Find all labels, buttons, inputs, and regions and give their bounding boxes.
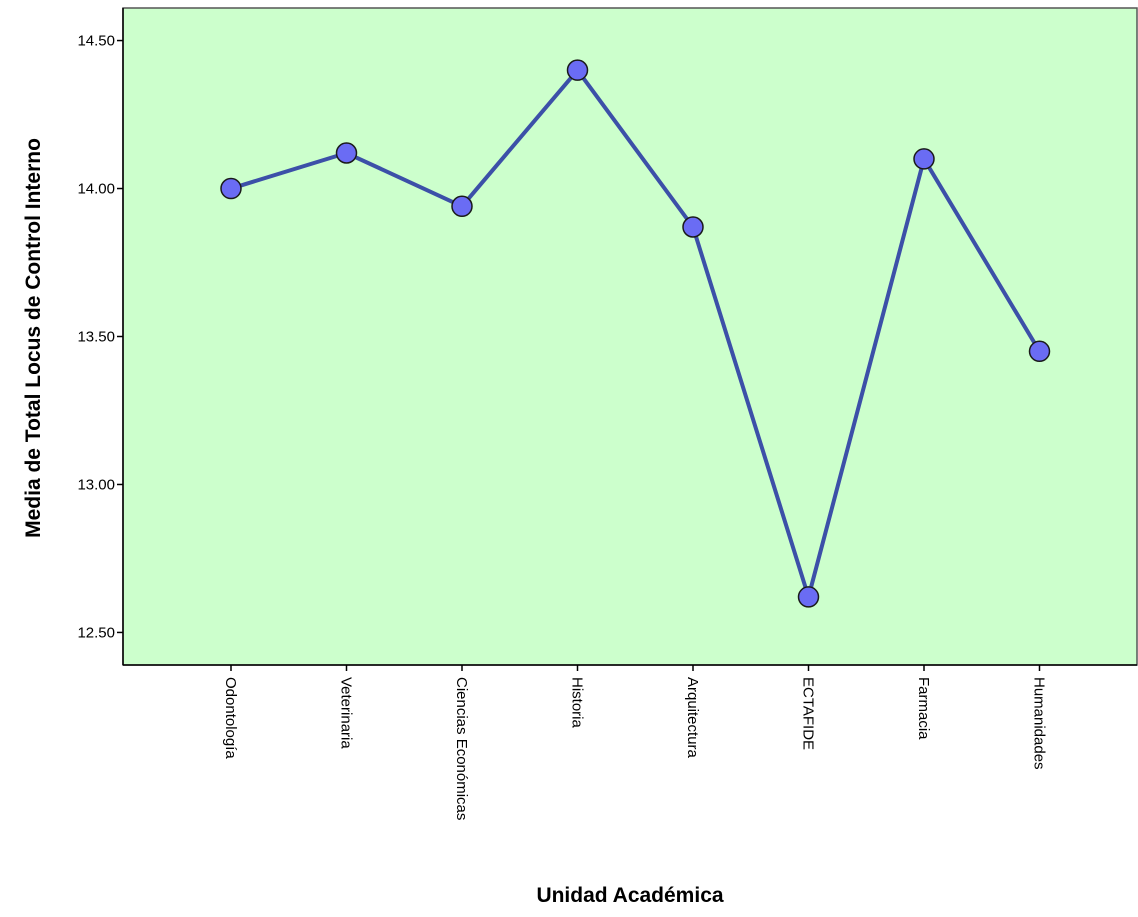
data-point	[913, 148, 935, 170]
x-tick-label: Arquitectura	[684, 677, 701, 759]
x-tick-label: Ciencias Económicas	[453, 677, 470, 820]
data-point	[451, 195, 473, 218]
data-point	[1028, 340, 1051, 363]
y-tick-label: 13.00	[77, 476, 115, 493]
y-tick-label: 13.50	[77, 329, 115, 346]
x-tick-label: Farmacia	[915, 677, 932, 740]
x-tick-label: ECTAFIDE	[800, 677, 817, 750]
y-axis-title: Media de Total Locus de Control Interno	[22, 138, 45, 538]
data-series	[220, 59, 1051, 608]
plot-area	[122, 7, 1138, 666]
x-tick-label: Veterinaria	[338, 677, 355, 749]
x-axis-title: Unidad Académica	[536, 884, 723, 907]
data-point	[220, 177, 242, 200]
x-tick-label: Humanidades	[1031, 677, 1048, 770]
data-point	[797, 586, 820, 608]
y-tick-label: 14.50	[77, 33, 115, 50]
y-tick-label: 14.00	[77, 181, 115, 198]
data-point	[566, 59, 589, 81]
x-tick-label: Historia	[569, 677, 586, 729]
series-line	[230, 68, 1042, 599]
data-point	[682, 216, 704, 238]
x-axis: Odontología Veterinaria Ciencias Económica…	[123, 664, 1137, 820]
data-point	[335, 142, 358, 164]
y-tick-label: 12.50	[77, 624, 115, 641]
x-tick-label: Odontología	[222, 677, 239, 759]
y-axis: 12.50 13.00 13.50 14.00 14.50	[77, 8, 124, 665]
